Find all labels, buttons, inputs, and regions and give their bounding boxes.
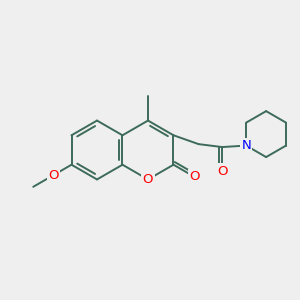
Text: O: O: [48, 169, 58, 182]
Text: N: N: [242, 139, 251, 152]
Text: O: O: [217, 165, 227, 178]
Text: O: O: [143, 173, 153, 186]
Text: O: O: [189, 170, 200, 183]
